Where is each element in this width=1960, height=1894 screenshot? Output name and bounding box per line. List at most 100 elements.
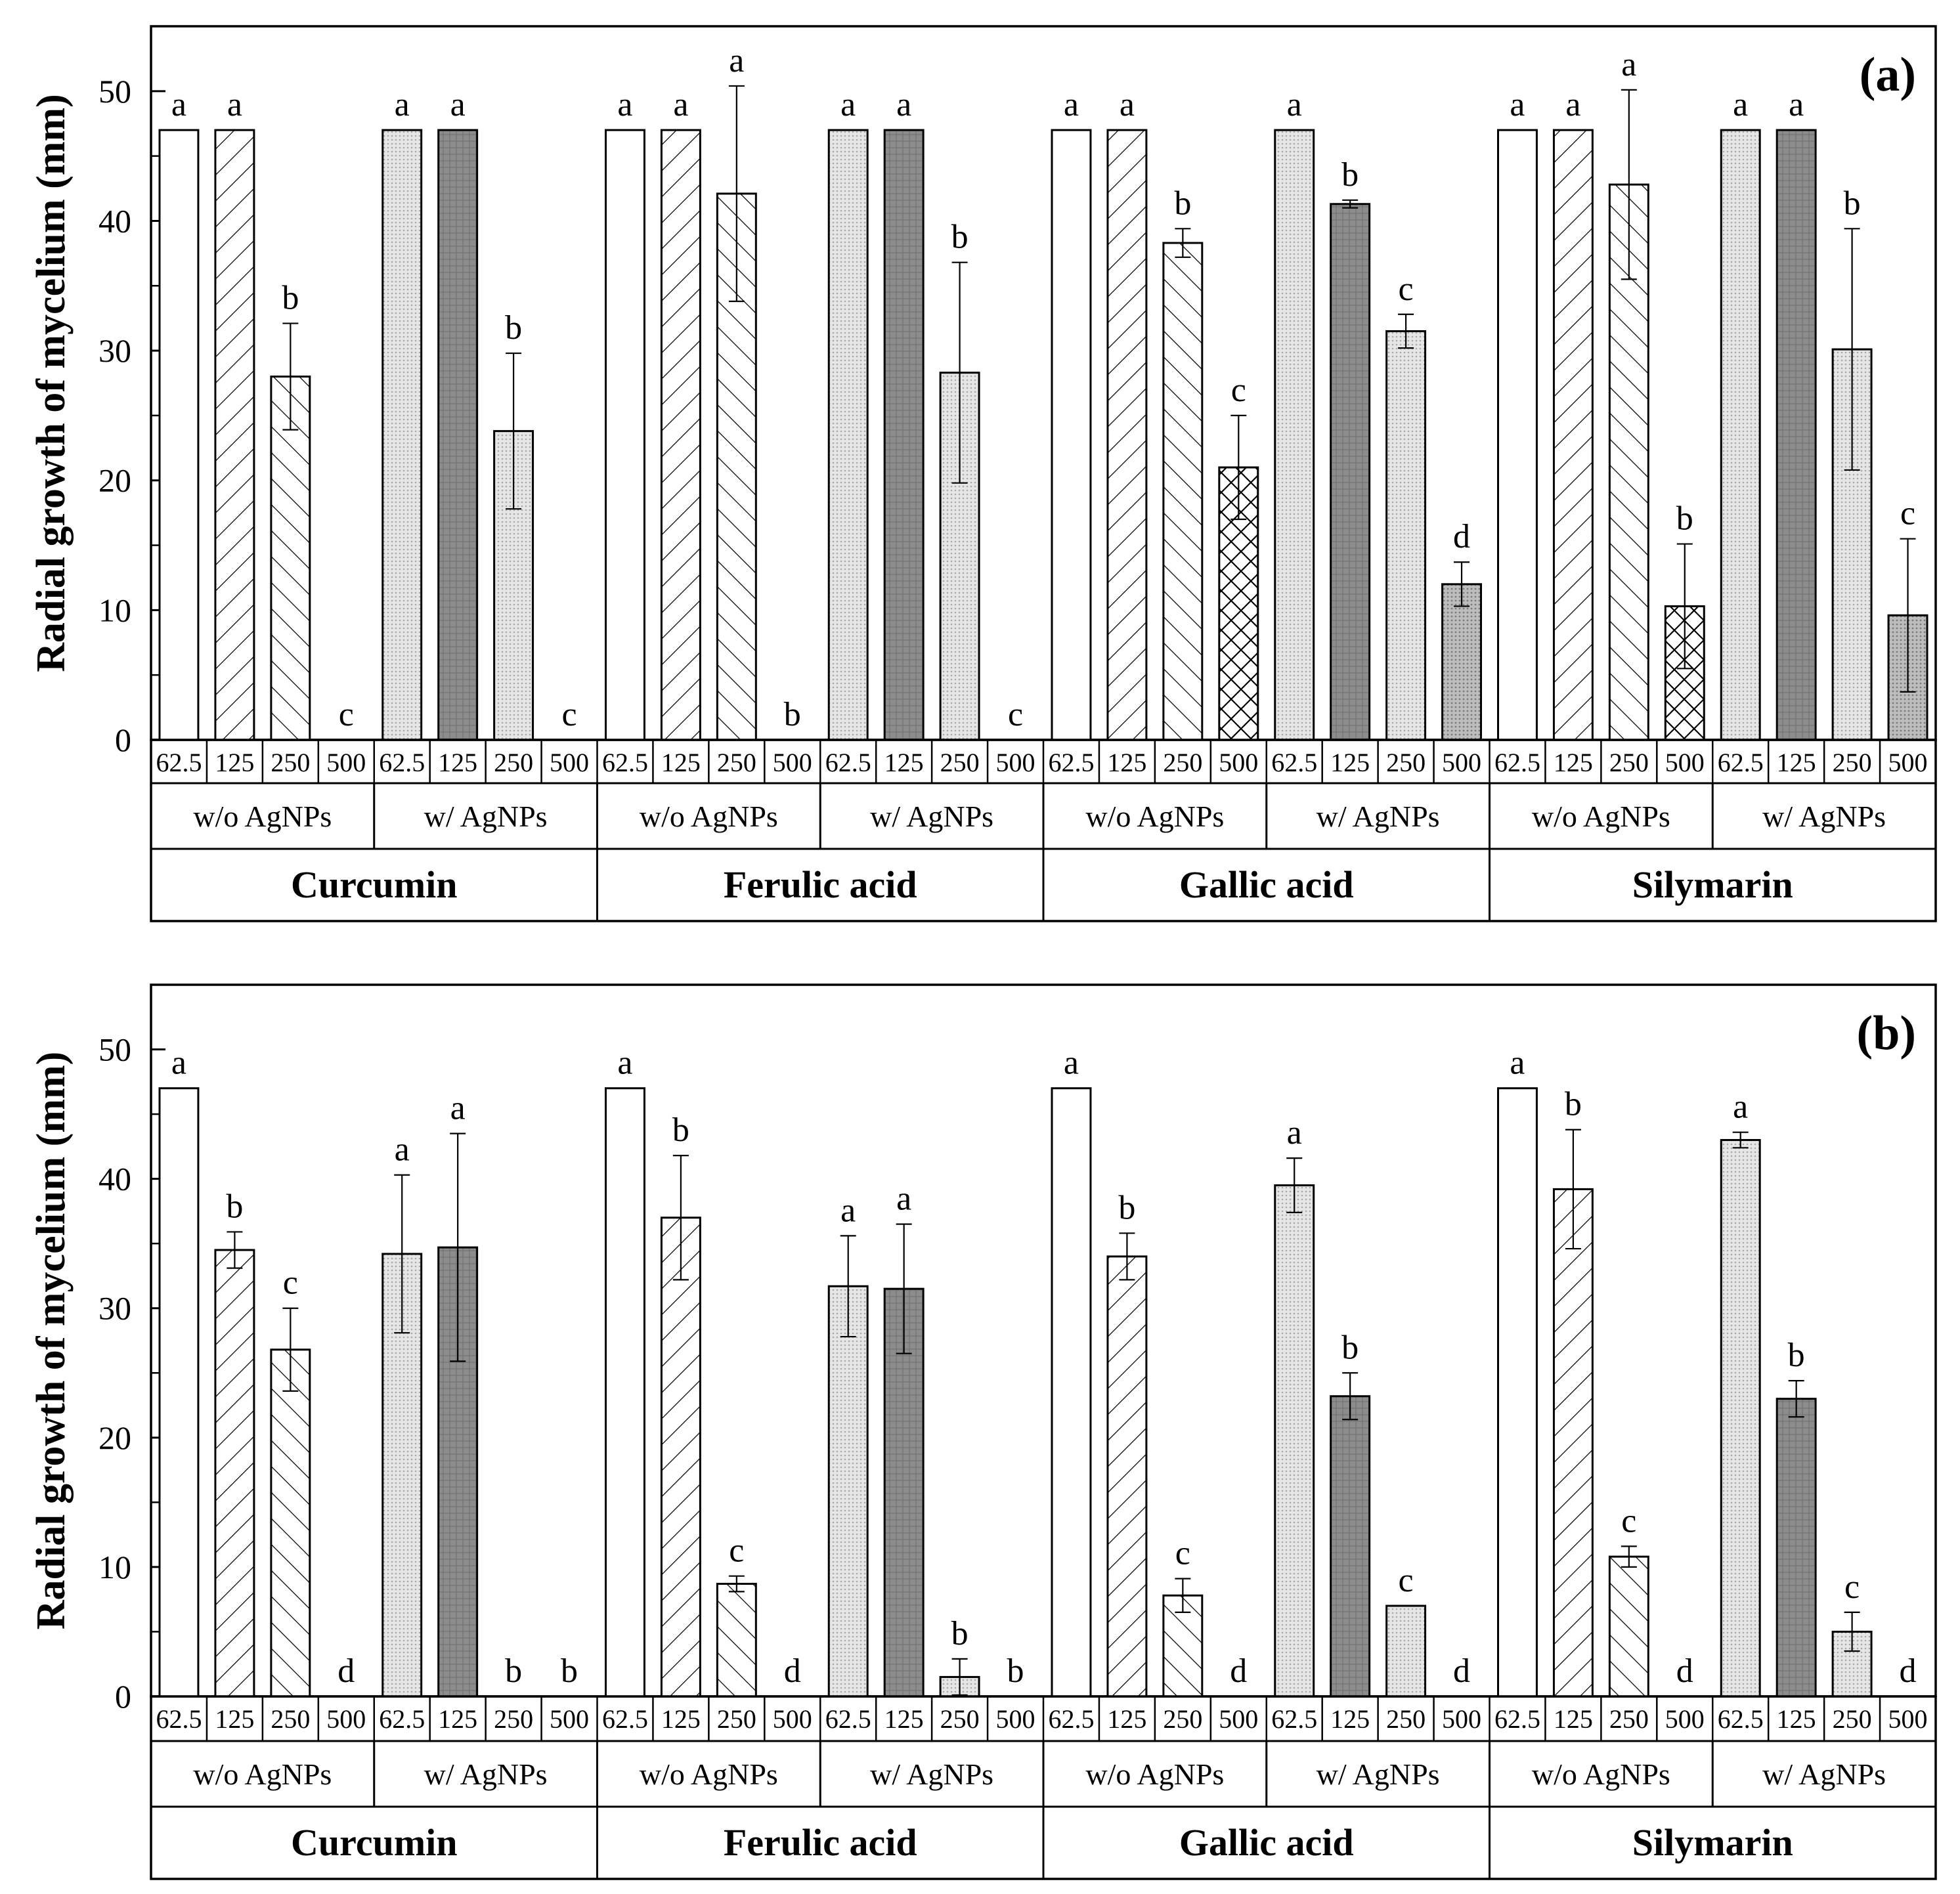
concentration-label: 250 [940,1704,980,1734]
significance-letter: b [1844,184,1861,222]
bar-ferulic-acid-without-agnps-250 [716,192,757,741]
concentration-label: 500 [996,748,1035,777]
compound-label: Ferulic acid [724,863,917,906]
bar-silymarin-with-agnps-125 [1775,129,1817,741]
bar-ferulic-acid-without-agnps-250 [716,1583,757,1698]
significance-letter: b [1788,1337,1805,1374]
significance-letter: d [1230,1652,1247,1690]
significance-letter: a [1510,86,1525,123]
significance-letter: b [1007,1652,1024,1690]
significance-letter: d [1453,518,1470,555]
concentration-label: 62.5 [602,748,648,777]
concentration-label: 125 [1777,1704,1816,1734]
concentration-label: 125 [661,748,701,777]
significance-letter: a [1287,86,1302,123]
bar-curcumin-without-agnps-250 [270,376,311,741]
concentration-label: 250 [1833,748,1872,777]
concentration-label: 62.5 [1048,1704,1094,1734]
agnp-group-label: w/o AgNPs [640,800,778,833]
concentration-label: 500 [1219,748,1258,777]
y-tick-label: 40 [98,202,131,239]
concentration-label: 125 [1107,1704,1146,1734]
significance-letter: a [1733,1088,1748,1126]
bar-curcumin-without-agnps-250 [270,1348,311,1698]
concentration-label: 125 [1330,748,1370,777]
concentration-label: 250 [1386,1704,1426,1734]
bar-silymarin-without-agnps-62_5 [1497,129,1538,741]
concentration-label: 62.5 [1494,1704,1540,1734]
concentration-label: 62.5 [1048,748,1094,777]
significance-letter: c [1175,1535,1190,1572]
bar-gallic-acid-without-agnps-62_5 [1051,129,1092,741]
bar-curcumin-without-agnps-62_5 [158,129,200,741]
concentration-label: 500 [1665,1704,1705,1734]
bar-ferulic-acid-without-agnps-62_5 [605,1087,645,1698]
significance-letter: b [672,1111,689,1149]
concentration-label: 62.5 [156,1704,202,1734]
concentration-label: 125 [1554,748,1593,777]
compound-label: Ferulic acid [724,1821,917,1864]
bar-silymarin-without-agnps-125 [1552,129,1594,741]
significance-letter: a [450,1090,466,1127]
significance-letter: b [282,280,299,317]
significance-letter: c [561,696,577,733]
significance-letter: d [1676,1652,1693,1690]
y-tick-label: 10 [98,1549,131,1585]
significance-letter: c [339,696,354,733]
concentration-label: 500 [1665,748,1705,777]
bar-gallic-acid-without-agnps-125 [1106,129,1148,741]
bar-ferulic-acid-without-agnps-62_5 [605,129,645,741]
significance-letter: c [1008,696,1023,733]
bar-gallic-acid-without-agnps-125 [1106,1255,1148,1698]
significance-letter: a [729,42,744,79]
concentration-label: 125 [884,1704,924,1734]
concentration-label: 125 [438,748,477,777]
significance-letter: b [226,1188,243,1225]
significance-letter: c [1399,1562,1414,1599]
significance-letter: c [1844,1568,1860,1606]
concentration-label: 500 [1442,1704,1481,1734]
significance-letter: b [505,309,522,347]
panels: 0 10 20 30 40 50 Radial growth of mycelium (mm… [29,25,1937,1880]
bar-silymarin-with-agnps-62_5 [1720,1139,1761,1698]
significance-letter: b [505,1652,522,1690]
category-table: 62.5 125 250 500 62.5 125 250 500 62.5 125 250 500 6… [150,739,1937,922]
concentration-label: 250 [1163,1704,1202,1734]
concentration-label: 500 [1888,748,1928,777]
significance-letter: a [171,1044,186,1082]
concentration-label: 125 [215,1704,254,1734]
bar-silymarin-without-agnps-250 [1608,183,1649,741]
concentration-label: 125 [1330,1704,1370,1734]
panel-title: (b) [1857,1006,1916,1060]
bar-gallic-acid-without-agnps-250 [1162,242,1204,741]
significance-letter: c [1231,372,1246,409]
concentration-label: 250 [1609,1704,1649,1734]
compound-label: Silymarin [1632,863,1793,906]
y-tick-label: 0 [115,721,131,758]
agnp-group-label: w/ AgNPs [1762,800,1886,833]
bar-gallic-acid-with-agnps-250 [1385,330,1427,741]
bar-curcumin-with-agnps-125 [437,129,479,741]
significance-letter: a [617,86,632,123]
bar-gallic-acid-with-agnps-500 [1441,583,1482,741]
agnp-group-label: w/o AgNPs [193,1757,332,1791]
significance-letter: b [1118,1189,1135,1226]
significance-letter: d [784,1652,801,1690]
significance-letter: a [1510,1044,1525,1082]
panel-a: 0 10 20 30 40 50 Radial growth of mycelium (mm… [29,25,1937,922]
concentration-label: 500 [550,748,589,777]
bar-silymarin-without-agnps-62_5 [1497,1087,1538,1698]
significance-letter: a [896,86,911,123]
significance-letter: a [1120,86,1135,123]
significance-letter: a [1064,86,1079,123]
bar-ferulic-acid-without-agnps-125 [660,1216,701,1698]
panel-title: (a) [1860,48,1916,102]
bar-curcumin-without-agnps-125 [214,1249,255,1698]
significance-letter: b [1565,1086,1582,1123]
significance-letter: a [896,1180,911,1218]
concentration-label: 125 [1107,748,1146,777]
concentration-label: 250 [940,748,980,777]
concentration-label: 250 [717,1704,756,1734]
concentration-label: 62.5 [1271,1704,1317,1734]
